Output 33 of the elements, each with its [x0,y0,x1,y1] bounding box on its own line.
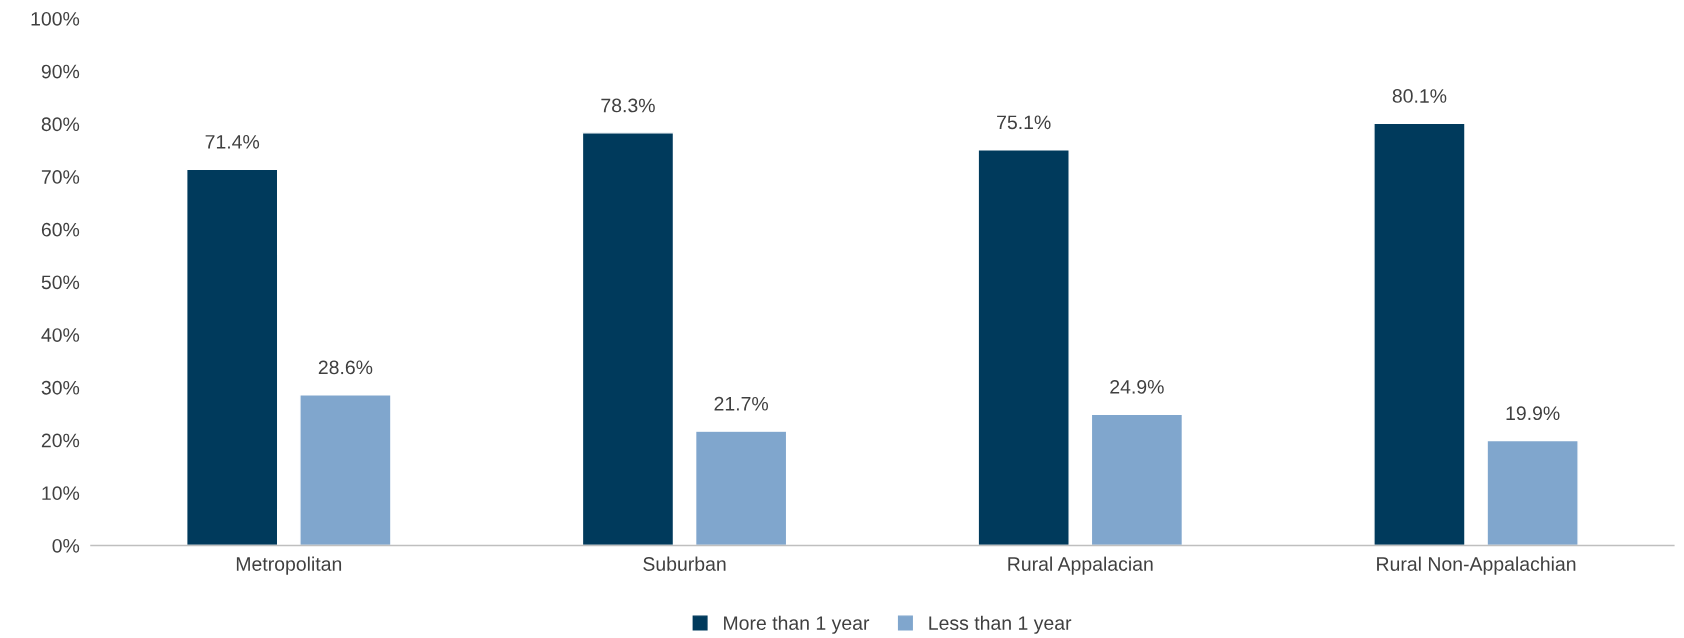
x-tick-label: Rural Non-Appalachian [1377,556,1576,575]
y-tick-label: 100% [31,11,80,26]
data-label: 78.3% [601,98,655,113]
y-tick-label: 40% [41,328,80,342]
bar [1373,122,1466,546]
bar [694,430,788,546]
legend-label: More than 1 year [724,615,870,634]
data-label: 80.1% [1392,89,1447,103]
y-tick-label: 70% [41,170,80,184]
x-tick-label: Suburban [643,556,726,571]
x-tick-label: Rural Appalacian [1008,556,1153,575]
y-tick-label: 50% [41,275,80,290]
y-tick-label: 90% [41,64,80,79]
y-tick-label: 30% [41,380,80,395]
bar [581,132,675,546]
data-label: 28.6% [318,360,373,375]
y-tick-label: 60% [41,222,80,237]
bar [186,168,279,546]
y-tick-label: 10% [42,486,80,501]
bar [1090,413,1184,546]
data-label: 75.1% [997,115,1051,130]
data-label: 21.7% [714,396,769,411]
x-tick-label: Metropolitan [236,556,342,575]
y-tick-label: 20% [41,433,80,448]
data-label: 24.9% [1110,379,1164,394]
bar [1486,439,1579,546]
y-tick-label: 0% [52,538,80,553]
legend-label: Less than 1 year [929,615,1072,634]
bar [299,394,392,546]
data-label: 19.9% [1506,406,1560,421]
data-label: 71.4% [205,135,260,149]
y-tick-label: 80% [41,117,80,132]
bar [977,149,1070,546]
